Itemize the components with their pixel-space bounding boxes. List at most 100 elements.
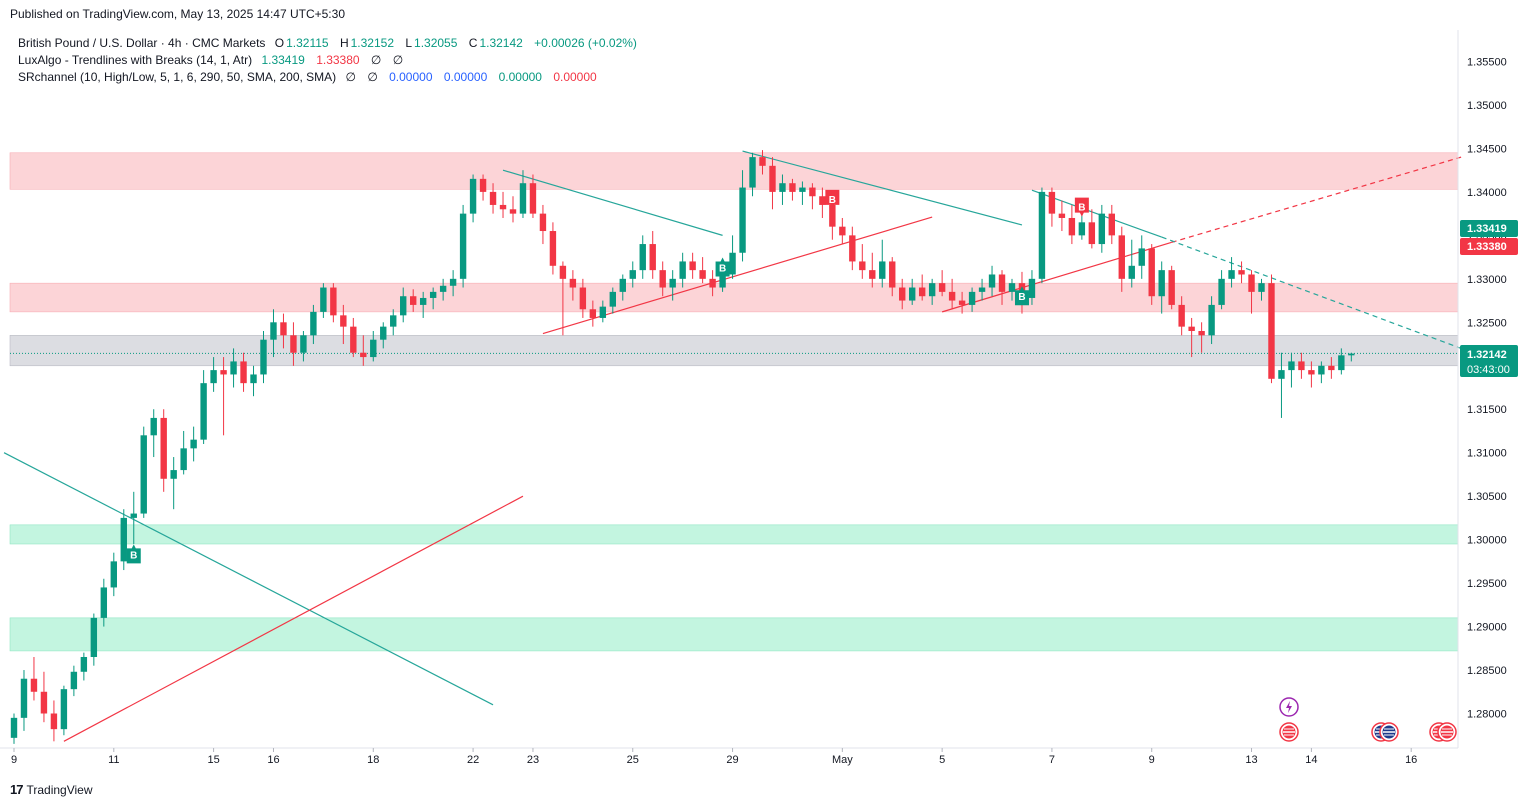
footer-brand[interactable]: 17 TradingView bbox=[10, 782, 93, 797]
candle-body bbox=[370, 339, 377, 358]
legend-symbol-row[interactable]: British Pound / U.S. Dollar · 4h · CMC M… bbox=[18, 35, 645, 52]
icon-bolt bbox=[1286, 701, 1292, 713]
price-tick-label: 1.28000 bbox=[1467, 709, 1507, 721]
candle-body bbox=[270, 322, 277, 340]
marker-shape bbox=[825, 189, 840, 209]
tag-green-upper: 1.33419 bbox=[1467, 223, 1507, 235]
candle-body bbox=[390, 315, 397, 327]
indicator-1-name[interactable]: LuxAlgo - Trendlines with Breaks (14, 1,… bbox=[18, 53, 253, 67]
us-flag-icon[interactable] bbox=[1437, 722, 1457, 742]
tag-green-upper-bg bbox=[1460, 220, 1518, 237]
time-tick-label: 13 bbox=[1245, 754, 1257, 766]
symbol-label[interactable]: British Pound / U.S. Dollar · 4h · CMC M… bbox=[18, 36, 266, 50]
legend-indicator-2[interactable]: SRchannel (10, High/Low, 5, 1, 6, 290, 5… bbox=[18, 69, 645, 86]
tradingview-logo-icon: 17 bbox=[10, 782, 24, 797]
candle-body bbox=[609, 291, 616, 307]
indicator-2-name[interactable]: SRchannel (10, High/Low, 5, 1, 6, 290, 5… bbox=[18, 70, 337, 84]
candle-body bbox=[559, 265, 567, 279]
candle-body bbox=[40, 691, 48, 714]
time-axis[interactable]: 9 11 15 16 18 22 23 25 29 May 5 7 9 13 14 16 bbox=[11, 748, 1417, 766]
indicator-2-empty-2: ∅ bbox=[367, 70, 378, 84]
low-label: L bbox=[405, 36, 413, 50]
lightning-icon[interactable] bbox=[1279, 697, 1299, 717]
candle-body bbox=[918, 287, 926, 297]
tag-red-upper: 1.33380 bbox=[1467, 241, 1507, 253]
time-tick-label: 11 bbox=[108, 754, 119, 766]
legend-indicator-1[interactable]: LuxAlgo - Trendlines with Breaks (14, 1,… bbox=[18, 52, 645, 69]
candle-body bbox=[1228, 270, 1235, 279]
candle-body bbox=[569, 278, 577, 288]
candle-body bbox=[1008, 283, 1016, 292]
price-tick-label: 1.35500 bbox=[1467, 57, 1507, 69]
candle-body bbox=[948, 291, 956, 301]
candle-body bbox=[1028, 278, 1036, 298]
marker-label: B bbox=[829, 195, 836, 206]
candle-body bbox=[150, 417, 157, 436]
price-tick-label: 1.32500 bbox=[1467, 317, 1507, 329]
candle-body bbox=[619, 278, 626, 292]
candle-body bbox=[889, 261, 896, 288]
candle-body bbox=[80, 656, 88, 672]
marker-label: B bbox=[1078, 203, 1085, 214]
candle-body bbox=[10, 717, 18, 738]
candle-body bbox=[719, 274, 726, 288]
candle-body bbox=[958, 300, 966, 305]
candle-body bbox=[330, 287, 337, 316]
candle-body bbox=[170, 470, 177, 479]
candle-body bbox=[499, 204, 507, 210]
candle-body bbox=[419, 297, 427, 305]
candle-body bbox=[1318, 365, 1325, 375]
price-tick-label: 1.31000 bbox=[1467, 448, 1507, 460]
candle-body bbox=[160, 417, 167, 479]
candle-body bbox=[50, 713, 58, 730]
signal-marker-buy: B bbox=[715, 257, 730, 277]
candle-body bbox=[250, 374, 257, 384]
time-tick-label: 7 bbox=[1049, 754, 1055, 766]
sr-zones bbox=[9, 152, 1459, 652]
candle-body bbox=[998, 274, 1006, 292]
candle-body bbox=[839, 226, 846, 236]
candle-body bbox=[539, 213, 547, 232]
time-tick-label: 15 bbox=[207, 754, 219, 766]
candle-body bbox=[1108, 213, 1115, 236]
tag-countdown: 03:43:00 bbox=[1467, 364, 1510, 376]
candle-body bbox=[799, 187, 806, 192]
candle-body bbox=[320, 287, 327, 312]
candle-body bbox=[1048, 191, 1056, 214]
open-value: 1.32115 bbox=[286, 36, 329, 50]
time-tick-label: 25 bbox=[627, 754, 639, 766]
candle-body bbox=[679, 261, 686, 279]
candles bbox=[10, 150, 1355, 744]
price-tick-label: 1.29000 bbox=[1467, 622, 1507, 634]
zone-support bbox=[9, 524, 1459, 545]
candle-body bbox=[849, 235, 856, 262]
change-value: +0.00026 (+0.02%) bbox=[534, 36, 637, 50]
candle-body bbox=[879, 261, 886, 279]
uk-flag-icon[interactable] bbox=[1379, 722, 1399, 742]
time-tick-label: May bbox=[832, 754, 853, 766]
candle-body bbox=[1278, 370, 1285, 379]
candle-body bbox=[988, 274, 996, 288]
candle-body bbox=[260, 339, 267, 375]
candle-body bbox=[529, 183, 537, 214]
candle-body bbox=[110, 561, 117, 588]
candle-body bbox=[360, 352, 367, 358]
candle-body bbox=[729, 252, 736, 275]
candle-body bbox=[20, 678, 28, 718]
candle-body bbox=[1198, 330, 1205, 336]
candle-body bbox=[429, 291, 437, 298]
candle-body bbox=[1338, 355, 1345, 371]
us-flag-icon[interactable] bbox=[1279, 722, 1299, 742]
time-tick-label: 16 bbox=[267, 754, 279, 766]
tag-red-upper-bg bbox=[1460, 238, 1518, 255]
indicator-2-value-1: 0.00000 bbox=[389, 70, 433, 84]
candle-body bbox=[1168, 270, 1175, 305]
candle-body bbox=[938, 283, 946, 292]
candle-body bbox=[869, 270, 876, 279]
candle-body bbox=[639, 244, 646, 271]
candle-body bbox=[1248, 274, 1255, 292]
price-axis[interactable]: 1.355001.350001.345001.340001.335001.330… bbox=[1467, 57, 1507, 721]
price-tags: 1.33419 1.33380 1.32142 03:43:00 bbox=[1460, 220, 1518, 377]
time-tick-label: 5 bbox=[939, 754, 945, 766]
